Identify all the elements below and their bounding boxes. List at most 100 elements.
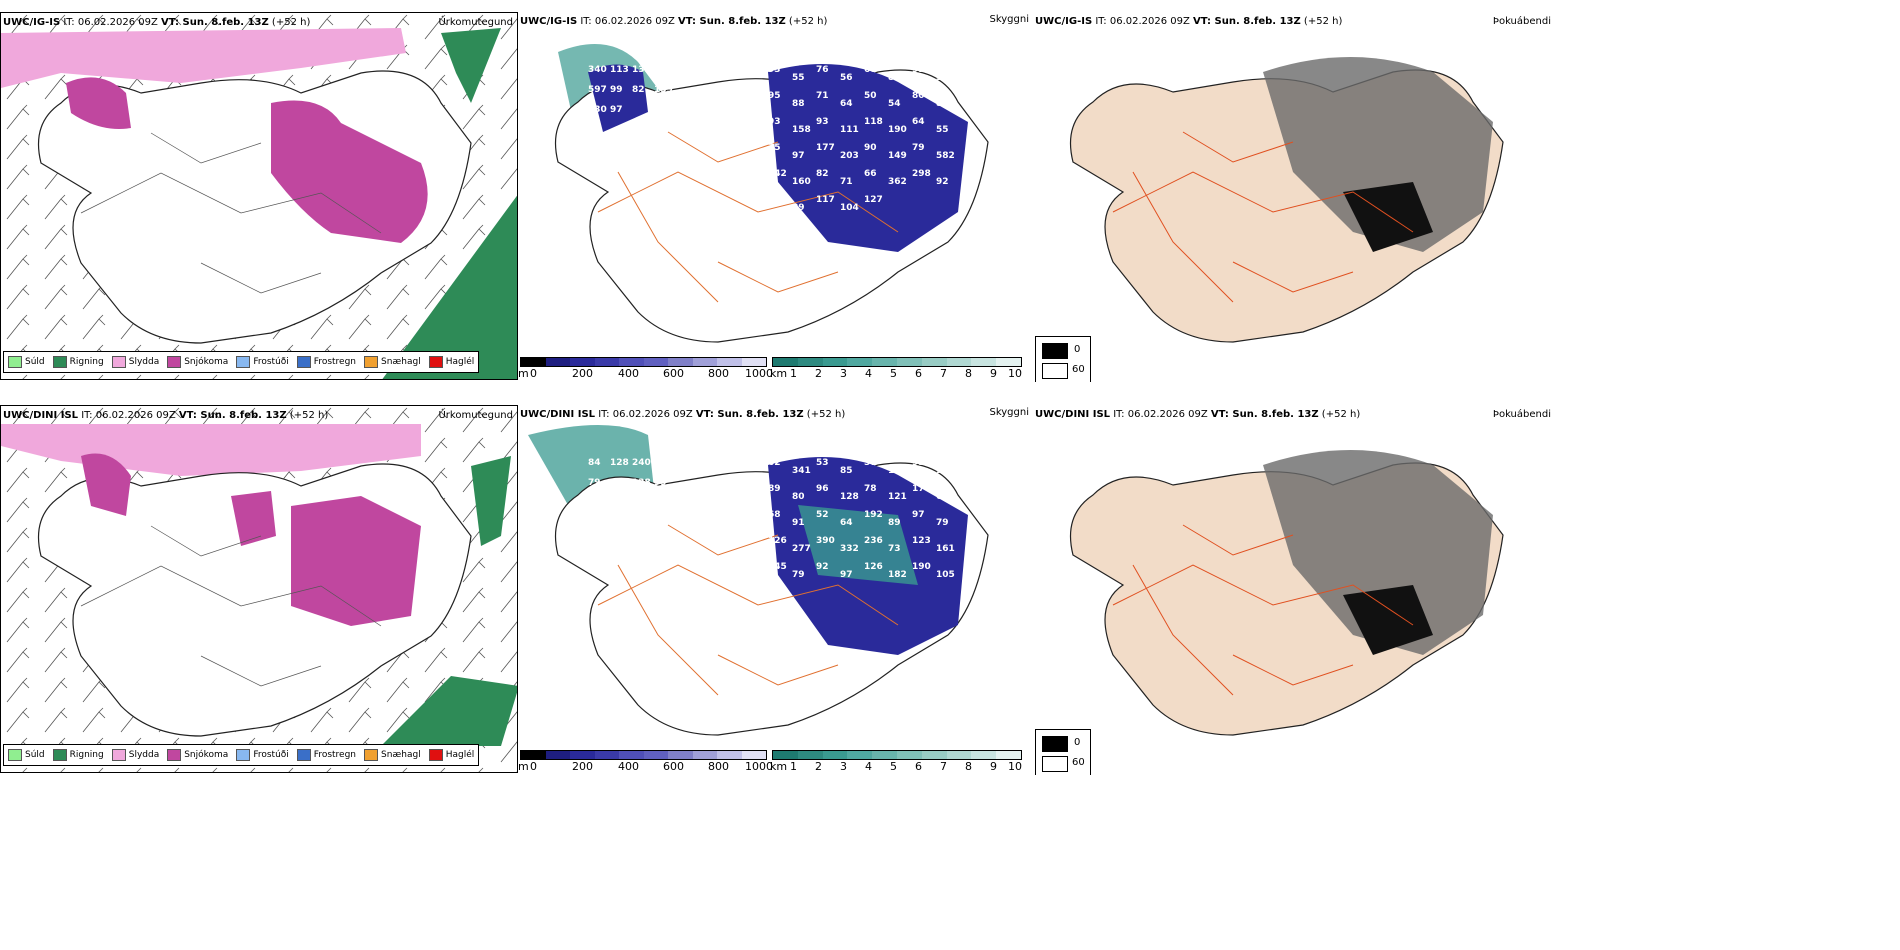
cloud-base-label: 49 bbox=[654, 65, 667, 75]
snjokoma-area-1 bbox=[271, 100, 428, 243]
cloud-base-label: 332 bbox=[840, 544, 859, 554]
valid-time-key: VT: bbox=[1210, 409, 1229, 420]
legend-snjokoma: Snjókoma bbox=[167, 356, 228, 368]
visibility-colorbar-strip bbox=[772, 357, 1022, 367]
cloud-base-label: 50 bbox=[864, 91, 877, 101]
swatch-snaehagl bbox=[364, 749, 379, 761]
cloud-base-label: 82 bbox=[632, 85, 645, 95]
snjokoma-area-1 bbox=[291, 496, 421, 626]
vis-header-top: UWC/IG-IS IT: 06.02.2026 09Z VT: Sun. 8.… bbox=[1035, 16, 1342, 27]
cloud-base-label: 64 bbox=[840, 99, 853, 109]
cloud-header-bottom: UWC/DINI ISL IT: 06.02.2026 09Z VT: Sun.… bbox=[520, 409, 845, 420]
fog-dark-area bbox=[1343, 585, 1433, 655]
visibility-tick: 9 bbox=[990, 760, 997, 773]
visibility-tick: 5 bbox=[890, 367, 897, 380]
cloud-base-label: 133 bbox=[632, 65, 651, 75]
legend-frostregn: Frostregn bbox=[296, 749, 357, 761]
cloud-base-label: 99 bbox=[912, 65, 925, 75]
swatch-sudd bbox=[8, 749, 22, 761]
cloud-base-label: 92 bbox=[936, 466, 949, 476]
fog-legend-max: 60 bbox=[1072, 757, 1085, 768]
precip-legend-top: Súld Rigning Slydda Snjókoma Frostúði Fr… bbox=[3, 351, 480, 373]
model-name: UWC/DINI ISL bbox=[1035, 409, 1111, 420]
cloud-base-label: 104 bbox=[840, 203, 859, 213]
vis-map-top bbox=[1069, 57, 1504, 343]
valid-time-key: VT: bbox=[161, 17, 180, 28]
valid-time-key: VT: bbox=[1193, 16, 1212, 27]
cloud-base-label: 62 bbox=[768, 458, 781, 468]
precip-title-bottom: Úrkomutegund bbox=[438, 410, 513, 421]
cloud-base-label: 90 bbox=[864, 143, 877, 153]
cloud-panel-top: 340 113 133 49 597 99 82 159 130 97 93 55 76 56 68 83 99… bbox=[518, 12, 1033, 382]
height-tick: 800 bbox=[708, 367, 729, 380]
visibility-unit: km bbox=[770, 760, 788, 773]
swatch-frostudi bbox=[236, 749, 251, 761]
cloud-panel-bottom: 84 128 240 77 79 178 138 99 136 58 62 341 53 85 57 126 9… bbox=[518, 405, 1033, 775]
visibility-tick: 6 bbox=[915, 367, 922, 380]
legend-sudd: Súld bbox=[8, 356, 45, 368]
precip-panel-top: UWC/IG-IS IT: 06.02.2026 09Z VT: Sun. 8.… bbox=[0, 12, 518, 380]
legend-rigning: Rigning bbox=[52, 749, 104, 761]
precip-header-bottom: UWC/DINI ISL IT: 06.02.2026 09Z VT: Sun.… bbox=[3, 410, 328, 421]
visibility-tick: 2 bbox=[815, 760, 822, 773]
swatch-frostudi bbox=[236, 356, 251, 368]
rigning-area bbox=[381, 676, 517, 746]
cloud-base-label: 76 bbox=[816, 65, 829, 75]
legend-label: Frostregn bbox=[313, 357, 357, 367]
visibility-tick: 1 bbox=[790, 760, 797, 773]
cloud-title-bottom: Skyggni bbox=[989, 407, 1029, 418]
swatch-black bbox=[1042, 736, 1068, 752]
swatch-snaehagl bbox=[364, 356, 379, 368]
cloud-base-label: 203 bbox=[840, 151, 859, 161]
issue-time: IT: 06.02.2026 09Z bbox=[595, 409, 696, 420]
cloud-base-label: 142 bbox=[768, 169, 787, 179]
cloud-base-label: 92 bbox=[816, 562, 829, 572]
valid-time: Sun. 8.feb. 13Z bbox=[196, 410, 287, 421]
legend-label: Frostregn bbox=[313, 750, 357, 760]
cloud-base-label: 128 bbox=[610, 458, 629, 468]
cloud-base-label: 126 bbox=[768, 536, 787, 546]
model-name: UWC/IG-IS bbox=[520, 16, 578, 27]
cloud-base-label: 95 bbox=[912, 458, 925, 468]
swatch-rigning bbox=[52, 749, 67, 761]
legend-haglel: Haglél bbox=[428, 356, 474, 368]
cloud-base-label: 82 bbox=[816, 169, 829, 179]
precip-title-top: Úrkomutegund bbox=[438, 17, 513, 28]
valid-time-key: VT: bbox=[695, 409, 714, 420]
cloud-base-label: 58 bbox=[610, 498, 623, 508]
cloud-base-label: 79 bbox=[768, 588, 781, 598]
issue-time: IT: 06.02.2026 09Z bbox=[60, 17, 162, 28]
cloud-base-label: 236 bbox=[864, 536, 883, 546]
slydda-area bbox=[1, 28, 406, 88]
cloud-base-label: 79 bbox=[588, 478, 601, 488]
cloud-base-label: 159 bbox=[654, 85, 673, 95]
cloud-base-label: 105 bbox=[936, 570, 955, 580]
roads bbox=[597, 131, 899, 303]
cloud-low-area-2 bbox=[588, 64, 648, 132]
cloud-base-label: 126 bbox=[888, 466, 907, 476]
height-tick: 1000 bbox=[745, 367, 773, 380]
roads bbox=[1112, 131, 1414, 303]
cloud-base-label: 89 bbox=[768, 484, 781, 494]
visibility-tick: 10 bbox=[1008, 760, 1022, 773]
swatch-haglel bbox=[428, 356, 443, 368]
legend-snjokoma: Snjókoma bbox=[167, 749, 228, 761]
cloud-base-label: 55 bbox=[936, 125, 949, 135]
cloud-base-label: 158 bbox=[792, 125, 811, 135]
cloud-title-top: Skyggni bbox=[989, 14, 1029, 25]
visibility-tick: 3 bbox=[840, 367, 847, 380]
rigning-area-small bbox=[441, 28, 501, 103]
fog-grey-area bbox=[1263, 450, 1493, 655]
cloud-base-label: 178 bbox=[610, 478, 629, 488]
cloud-base-label: 97 bbox=[610, 105, 623, 115]
cloud-base-label: 95 bbox=[768, 91, 781, 101]
legend-label: Rigning bbox=[69, 357, 104, 367]
cloud-base-label: 78 bbox=[864, 484, 877, 494]
cloud-base-label: 66 bbox=[864, 169, 877, 179]
legend-label: Súld bbox=[25, 357, 45, 367]
cloud-base-label: 362 bbox=[888, 177, 907, 187]
height-tick: 600 bbox=[663, 760, 684, 773]
visibility-tick: 8 bbox=[965, 367, 972, 380]
